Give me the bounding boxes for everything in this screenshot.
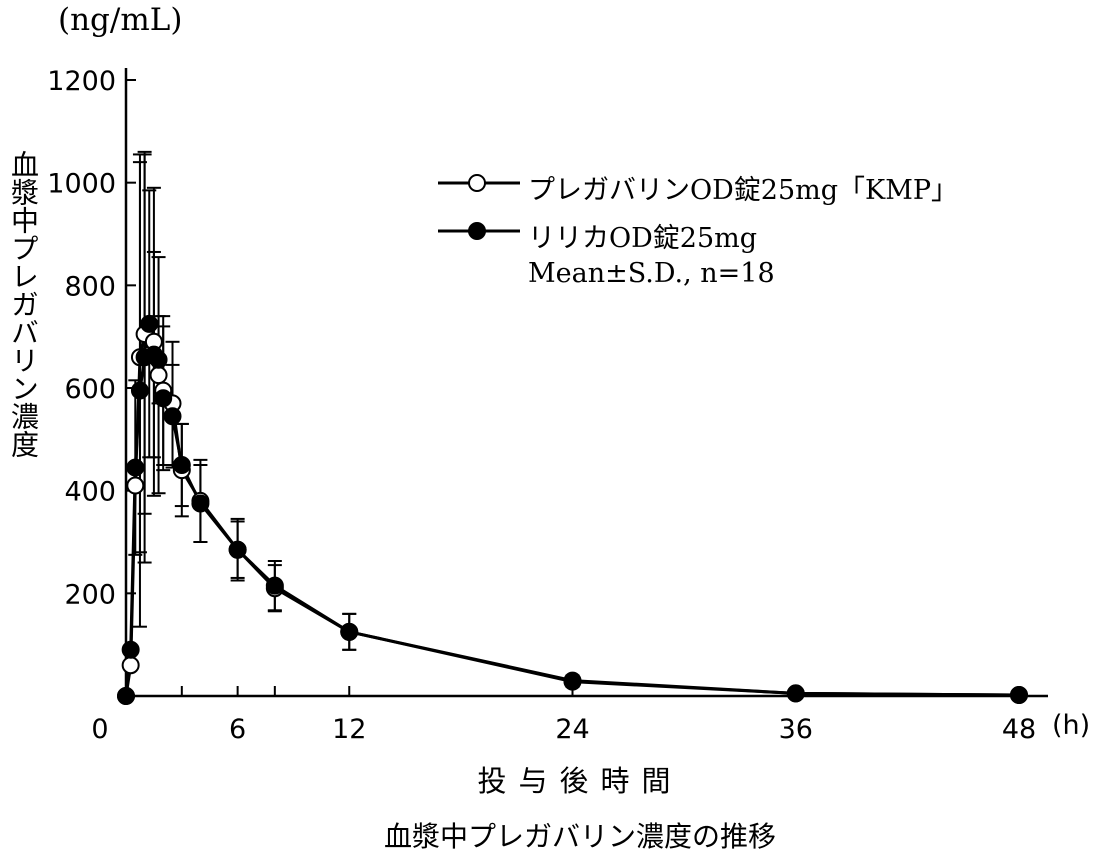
legend-label-series-b: リリカOD錠25mg <box>528 223 758 254</box>
y-tick-label: 600 <box>64 374 116 405</box>
series-b-point <box>140 314 159 333</box>
y-tick-label: 1000 <box>47 169 116 200</box>
series-a-point <box>121 656 140 675</box>
x-axis-unit: (h) <box>1052 710 1091 741</box>
y-tick-label: 800 <box>64 271 116 302</box>
series-b-point <box>340 622 359 641</box>
series-a-legend-marker <box>468 174 486 192</box>
y-axis-title: 血漿中プレガバリン濃度 <box>7 150 40 458</box>
series-a-line <box>124 333 1020 697</box>
legend-label-series-a: プレガバリンOD錠25mg「KMP」 <box>528 175 959 206</box>
series-b-point <box>265 576 284 595</box>
x-axis-title: 投与後時間 <box>477 764 683 798</box>
series-b-point <box>130 381 149 400</box>
y-tick-label: 1200 <box>47 66 116 97</box>
series-b-point <box>228 540 247 559</box>
x-tick-label: 48 <box>1002 714 1036 745</box>
series-b-point <box>786 684 805 703</box>
series-b-point <box>154 389 173 408</box>
y-axis-unit: (ng/mL) <box>58 2 183 38</box>
y-tick-label: 400 <box>64 477 116 508</box>
series-b-point <box>117 687 135 705</box>
series-b-point <box>172 456 191 474</box>
x-tick-label: 0 <box>91 714 108 745</box>
series-b-point <box>163 407 182 426</box>
x-tick-label: 24 <box>555 714 589 745</box>
chart-caption: 血漿中プレガバリン濃度の推移 <box>383 820 776 853</box>
series-b-point <box>191 494 210 513</box>
series-b-point <box>1010 685 1028 704</box>
series-a-point <box>126 476 145 495</box>
series-b-point <box>121 640 140 659</box>
series-b-point <box>126 458 145 477</box>
series-b-point <box>149 350 168 369</box>
series-b-line <box>124 323 1020 697</box>
y-tick-label: 200 <box>64 579 116 610</box>
series-b-point <box>563 672 582 691</box>
x-tick-label: 36 <box>779 714 813 745</box>
legend-stats: Mean±S.D., n=18 <box>528 258 775 289</box>
x-tick-label: 6 <box>229 714 246 745</box>
series-b-legend-marker <box>468 222 486 240</box>
x-tick-label: 12 <box>332 714 366 745</box>
series-a-point <box>149 366 168 385</box>
